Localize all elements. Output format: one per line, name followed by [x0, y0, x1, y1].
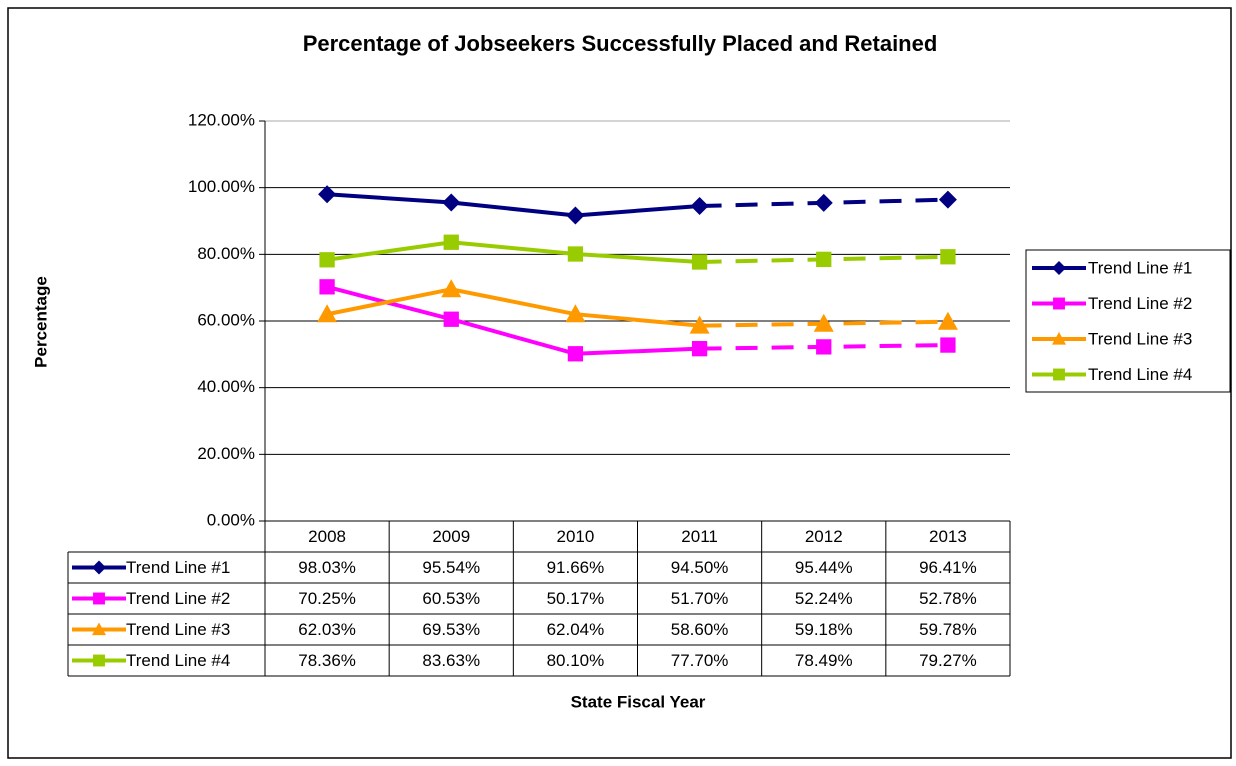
table-value: 80.10% [547, 651, 605, 670]
x-tick-label: 2008 [308, 527, 346, 546]
table-value: 70.25% [298, 589, 356, 608]
marker [317, 304, 338, 323]
legend-label: Trend Line #4 [1088, 365, 1192, 384]
legend-label: Trend Line #1 [1088, 258, 1192, 277]
table-value: 52.78% [919, 589, 977, 608]
table-value: 62.04% [547, 620, 605, 639]
table-value: 52.24% [795, 589, 853, 608]
marker [938, 190, 957, 209]
table-value: 78.36% [298, 651, 356, 670]
marker [940, 249, 956, 265]
x-axis-title: State Fiscal Year [571, 692, 706, 711]
table-value: 95.54% [422, 558, 480, 577]
marker [565, 304, 586, 323]
x-tick-label: 2011 [681, 527, 718, 546]
marker [689, 315, 710, 334]
table-value: 79.27% [919, 651, 977, 670]
legend-key-marker [1052, 261, 1066, 275]
legend-key-marker [92, 622, 106, 636]
table-value: 60.53% [422, 589, 480, 608]
marker [318, 185, 337, 204]
legend-key-marker [1052, 332, 1066, 345]
marker [567, 346, 584, 362]
series-line [326, 287, 700, 328]
legend-label: Trend Line #3 [1088, 329, 1192, 348]
table-value: 78.49% [795, 651, 853, 670]
table-series-name: Trend Line #1 [126, 558, 230, 577]
legend-key-marker [1053, 297, 1065, 310]
marker [567, 246, 584, 262]
table-value: 50.17% [547, 589, 605, 608]
marker [443, 311, 459, 327]
marker [319, 279, 335, 295]
marker [319, 252, 335, 268]
table-value: 77.70% [671, 651, 729, 670]
table-value: 62.03% [298, 620, 356, 639]
legend-key-marker [93, 654, 105, 667]
table-value: 59.78% [919, 620, 977, 639]
series-line [326, 240, 700, 264]
x-tick-label: 2013 [929, 527, 967, 546]
table-value: 58.60% [671, 620, 729, 639]
table-series-name: Trend Line #3 [126, 620, 230, 639]
table-value: 69.53% [422, 620, 480, 639]
table-value: 51.70% [671, 589, 729, 608]
marker [443, 234, 459, 250]
chart-title: Percentage of Jobseekers Successfully Pl… [303, 31, 938, 56]
table-value: 91.66% [547, 558, 605, 577]
y-tick-label: 60.00% [197, 310, 255, 329]
y-tick-label: 120.00% [188, 110, 255, 129]
marker [442, 193, 461, 212]
y-tick-label: 100.00% [188, 177, 255, 196]
marker [937, 311, 958, 330]
marker [816, 251, 832, 268]
table-series-name: Trend Line #4 [126, 651, 230, 670]
marker [566, 206, 585, 225]
y-tick-label: 80.00% [197, 244, 255, 263]
marker [690, 197, 709, 215]
series-line [326, 192, 700, 218]
legend-key-marker [92, 560, 106, 575]
x-tick-label: 2009 [432, 527, 470, 546]
y-axis-title: Percentage [31, 276, 50, 368]
legend-label: Trend Line #2 [1088, 294, 1192, 313]
y-tick-label: 20.00% [197, 444, 255, 463]
table-series-name: Trend Line #2 [126, 589, 230, 608]
marker [816, 339, 832, 355]
table-value: 83.63% [422, 651, 480, 670]
marker [813, 313, 834, 332]
y-tick-label: 40.00% [197, 377, 255, 396]
marker [940, 337, 956, 353]
marker [691, 254, 708, 270]
marker [814, 193, 833, 212]
table-value: 95.44% [795, 558, 853, 577]
table-value: 98.03% [298, 558, 356, 577]
table-value: 96.41% [919, 558, 977, 577]
table-value: 59.18% [795, 620, 853, 639]
x-tick-label: 2012 [805, 527, 843, 546]
y-tick-label: 0.00% [207, 510, 255, 529]
legend-key-marker [1053, 368, 1065, 381]
table-value: 94.50% [671, 558, 729, 577]
marker [441, 279, 462, 298]
x-tick-label: 2010 [557, 527, 595, 546]
marker [691, 341, 708, 357]
legend-key-marker [93, 592, 105, 605]
